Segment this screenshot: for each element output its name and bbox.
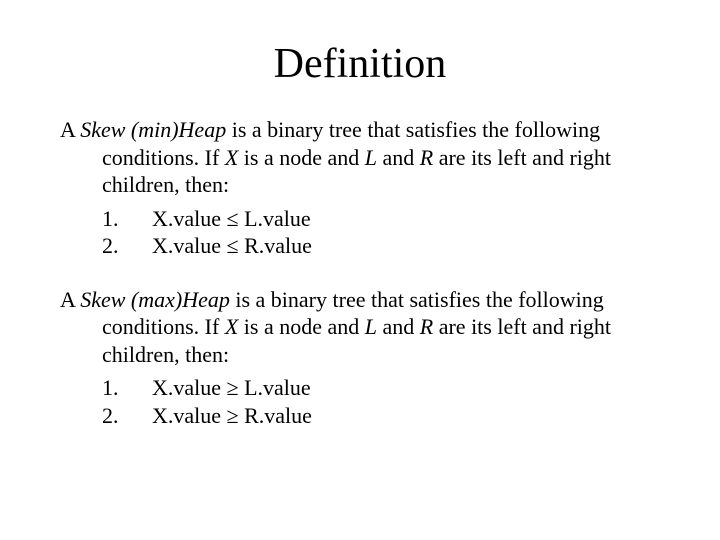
list-item: 1. X.value ≤ L.value xyxy=(60,205,660,233)
max-heap-conditions: 1. X.value ≥ L.value 2. X.value ≥ R.valu… xyxy=(60,374,660,429)
text: A xyxy=(60,287,80,312)
list-number: 1. xyxy=(102,374,152,402)
slide: Definition A Skew (min)Heap is a binary … xyxy=(0,0,720,540)
list-item: 2. X.value ≤ R.value xyxy=(60,232,660,260)
list-number: 1. xyxy=(102,205,152,233)
var-r: R xyxy=(420,314,433,339)
var-l: L xyxy=(365,145,377,170)
var-r: R xyxy=(420,145,433,170)
var-x: X xyxy=(225,145,238,170)
list-number: 2. xyxy=(102,402,152,430)
text: and xyxy=(377,145,420,170)
text: A xyxy=(60,117,80,142)
text: is a node and xyxy=(238,314,364,339)
text: is a node and xyxy=(238,145,364,170)
condition-text: X.value ≥ L.value xyxy=(152,374,660,402)
min-heap-definition: A Skew (min)Heap is a binary tree that s… xyxy=(60,116,660,199)
min-heap-conditions: 1. X.value ≤ L.value 2. X.value ≤ R.valu… xyxy=(60,205,660,260)
max-heap-definition: A Skew (max)Heap is a binary tree that s… xyxy=(60,286,660,369)
var-l: L xyxy=(365,314,377,339)
list-item: 2. X.value ≥ R.value xyxy=(60,402,660,430)
list-item: 1. X.value ≥ L.value xyxy=(60,374,660,402)
condition-text: X.value ≤ L.value xyxy=(152,205,660,233)
list-number: 2. xyxy=(102,232,152,260)
text: and xyxy=(377,314,420,339)
term-min: Skew (min)Heap xyxy=(80,117,226,142)
condition-text: X.value ≤ R.value xyxy=(152,232,660,260)
var-x: X xyxy=(225,314,238,339)
term-max: Skew (max)Heap xyxy=(80,287,230,312)
page-title: Definition xyxy=(60,40,660,88)
condition-text: X.value ≥ R.value xyxy=(152,402,660,430)
